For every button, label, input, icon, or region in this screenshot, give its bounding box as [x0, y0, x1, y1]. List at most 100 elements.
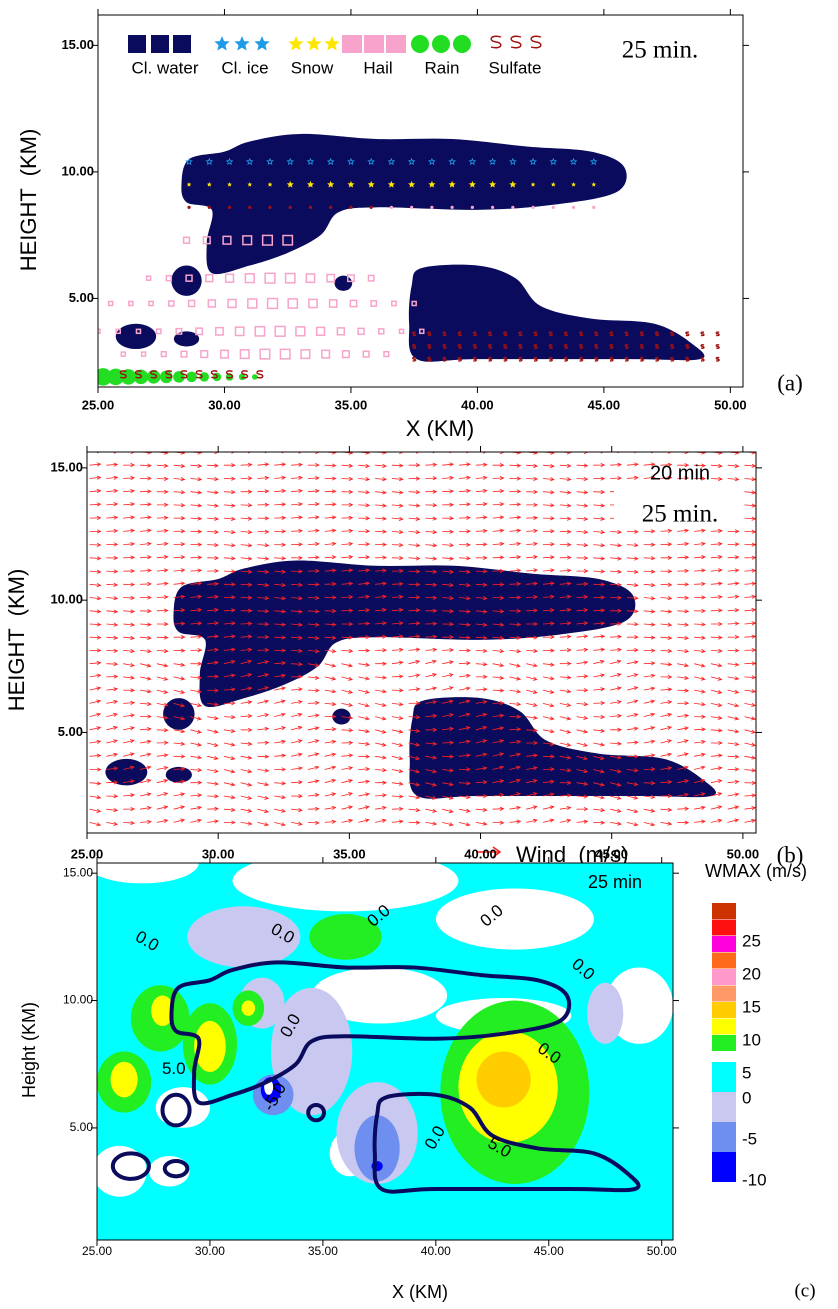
wind-arrow [559, 607, 572, 613]
wind-arrow [526, 489, 539, 494]
wind-arrow [458, 686, 471, 691]
wind-arrow [660, 793, 673, 798]
wind-arrow [89, 660, 102, 666]
wind-arrow [274, 648, 287, 653]
wind-arrow [442, 795, 454, 800]
wind-arrow [509, 489, 522, 494]
wind-arrow [291, 502, 304, 507]
hail-marker [315, 326, 326, 336]
wind-arrow [139, 727, 152, 732]
wind-arrow [492, 541, 505, 547]
wind-arrow [458, 475, 471, 480]
wind-arrow [475, 596, 488, 601]
x-tick-label: 50.00 [727, 846, 760, 861]
y-tick-label: 10.00 [50, 592, 83, 607]
wind-arrow [660, 739, 673, 744]
wind-arrow [677, 765, 689, 770]
wind-arrow [744, 621, 756, 626]
wind-arrow [324, 555, 337, 560]
wind-arrow [660, 687, 673, 692]
wind-arrow [710, 792, 723, 797]
sulfate-marker [427, 356, 432, 362]
cloud-outline [409, 697, 717, 799]
wind-arrow [710, 663, 723, 668]
wind-arrow [576, 634, 589, 639]
sulfate-marker [457, 331, 462, 337]
marker [207, 205, 211, 209]
wind-arrow [307, 726, 320, 731]
wind-arrow [257, 489, 270, 494]
wind-arrow [408, 634, 421, 639]
wind-arrow [475, 766, 488, 771]
contour-region [311, 967, 448, 1024]
wind-arrow [341, 515, 354, 520]
wind-arrow [223, 595, 236, 600]
wind-arrow [223, 516, 236, 521]
wind-arrow [240, 673, 253, 678]
wind-arrow [559, 689, 572, 694]
hail-marker [145, 275, 152, 281]
sulfate-marker [563, 331, 569, 337]
wind-arrow [542, 516, 555, 521]
wind-arrow [660, 726, 673, 731]
cloud-outline [173, 560, 636, 708]
legend-arrow [476, 846, 502, 858]
wind-arrow [626, 475, 639, 480]
wind-arrow [408, 769, 421, 774]
sulfate-marker [685, 344, 690, 349]
star-marker [589, 157, 598, 166]
wind-arrow [694, 805, 706, 810]
wind-arrow [274, 452, 285, 454]
sulfate-marker [533, 331, 538, 337]
wind-arrow [425, 503, 438, 508]
wind-arrow [190, 477, 203, 482]
wind-arrow [274, 542, 287, 547]
wind-arrow [727, 608, 740, 613]
wind-arrow [139, 689, 152, 694]
marker [187, 205, 191, 209]
colorbar-swatch [712, 1018, 736, 1035]
wind-arrow [509, 714, 522, 719]
wind-arrow [341, 766, 354, 771]
wind-arrow [173, 766, 186, 772]
wind-arrow [190, 568, 203, 573]
wind-arrow [727, 555, 740, 560]
wind-arrow [509, 555, 522, 560]
wind-arrow [660, 452, 672, 454]
wind-arrow [291, 700, 303, 705]
wind-arrow [458, 781, 471, 786]
cloud-outline [160, 1092, 192, 1128]
wind-arrow [274, 596, 287, 601]
wind-arrow [492, 792, 505, 798]
wind-arrow [391, 463, 404, 468]
colorbar-swatch [712, 1122, 736, 1152]
x-tick-label: 40.00 [464, 846, 497, 861]
sulfate-marker [225, 370, 234, 379]
wind-arrow [274, 556, 287, 561]
wind-arrow [324, 635, 337, 640]
hail-marker [295, 326, 306, 337]
wind-arrow [694, 568, 707, 573]
sulfate-marker [457, 356, 462, 362]
wind-arrow [223, 530, 236, 535]
wind-arrow [542, 818, 555, 823]
wind-arrow [593, 530, 606, 535]
wind-arrow [223, 728, 236, 733]
wind-arrow [89, 609, 102, 614]
wind-arrow [475, 515, 488, 520]
cloud-outline [165, 766, 192, 783]
wind-arrow [677, 663, 690, 668]
wind-arrow [223, 503, 236, 508]
wind-arrow [610, 755, 622, 760]
hail-marker [120, 351, 127, 357]
x-tick-label: 35.00 [333, 846, 366, 861]
wind-arrow [207, 529, 220, 535]
wind-arrow [626, 686, 639, 691]
wind-arrow [291, 807, 303, 813]
wind-arrow [307, 595, 320, 600]
wind-arrow [223, 673, 236, 678]
star-marker [387, 157, 396, 166]
wind-arrow [123, 688, 136, 693]
sulfate-marker [639, 356, 644, 362]
hail-marker [284, 272, 296, 284]
